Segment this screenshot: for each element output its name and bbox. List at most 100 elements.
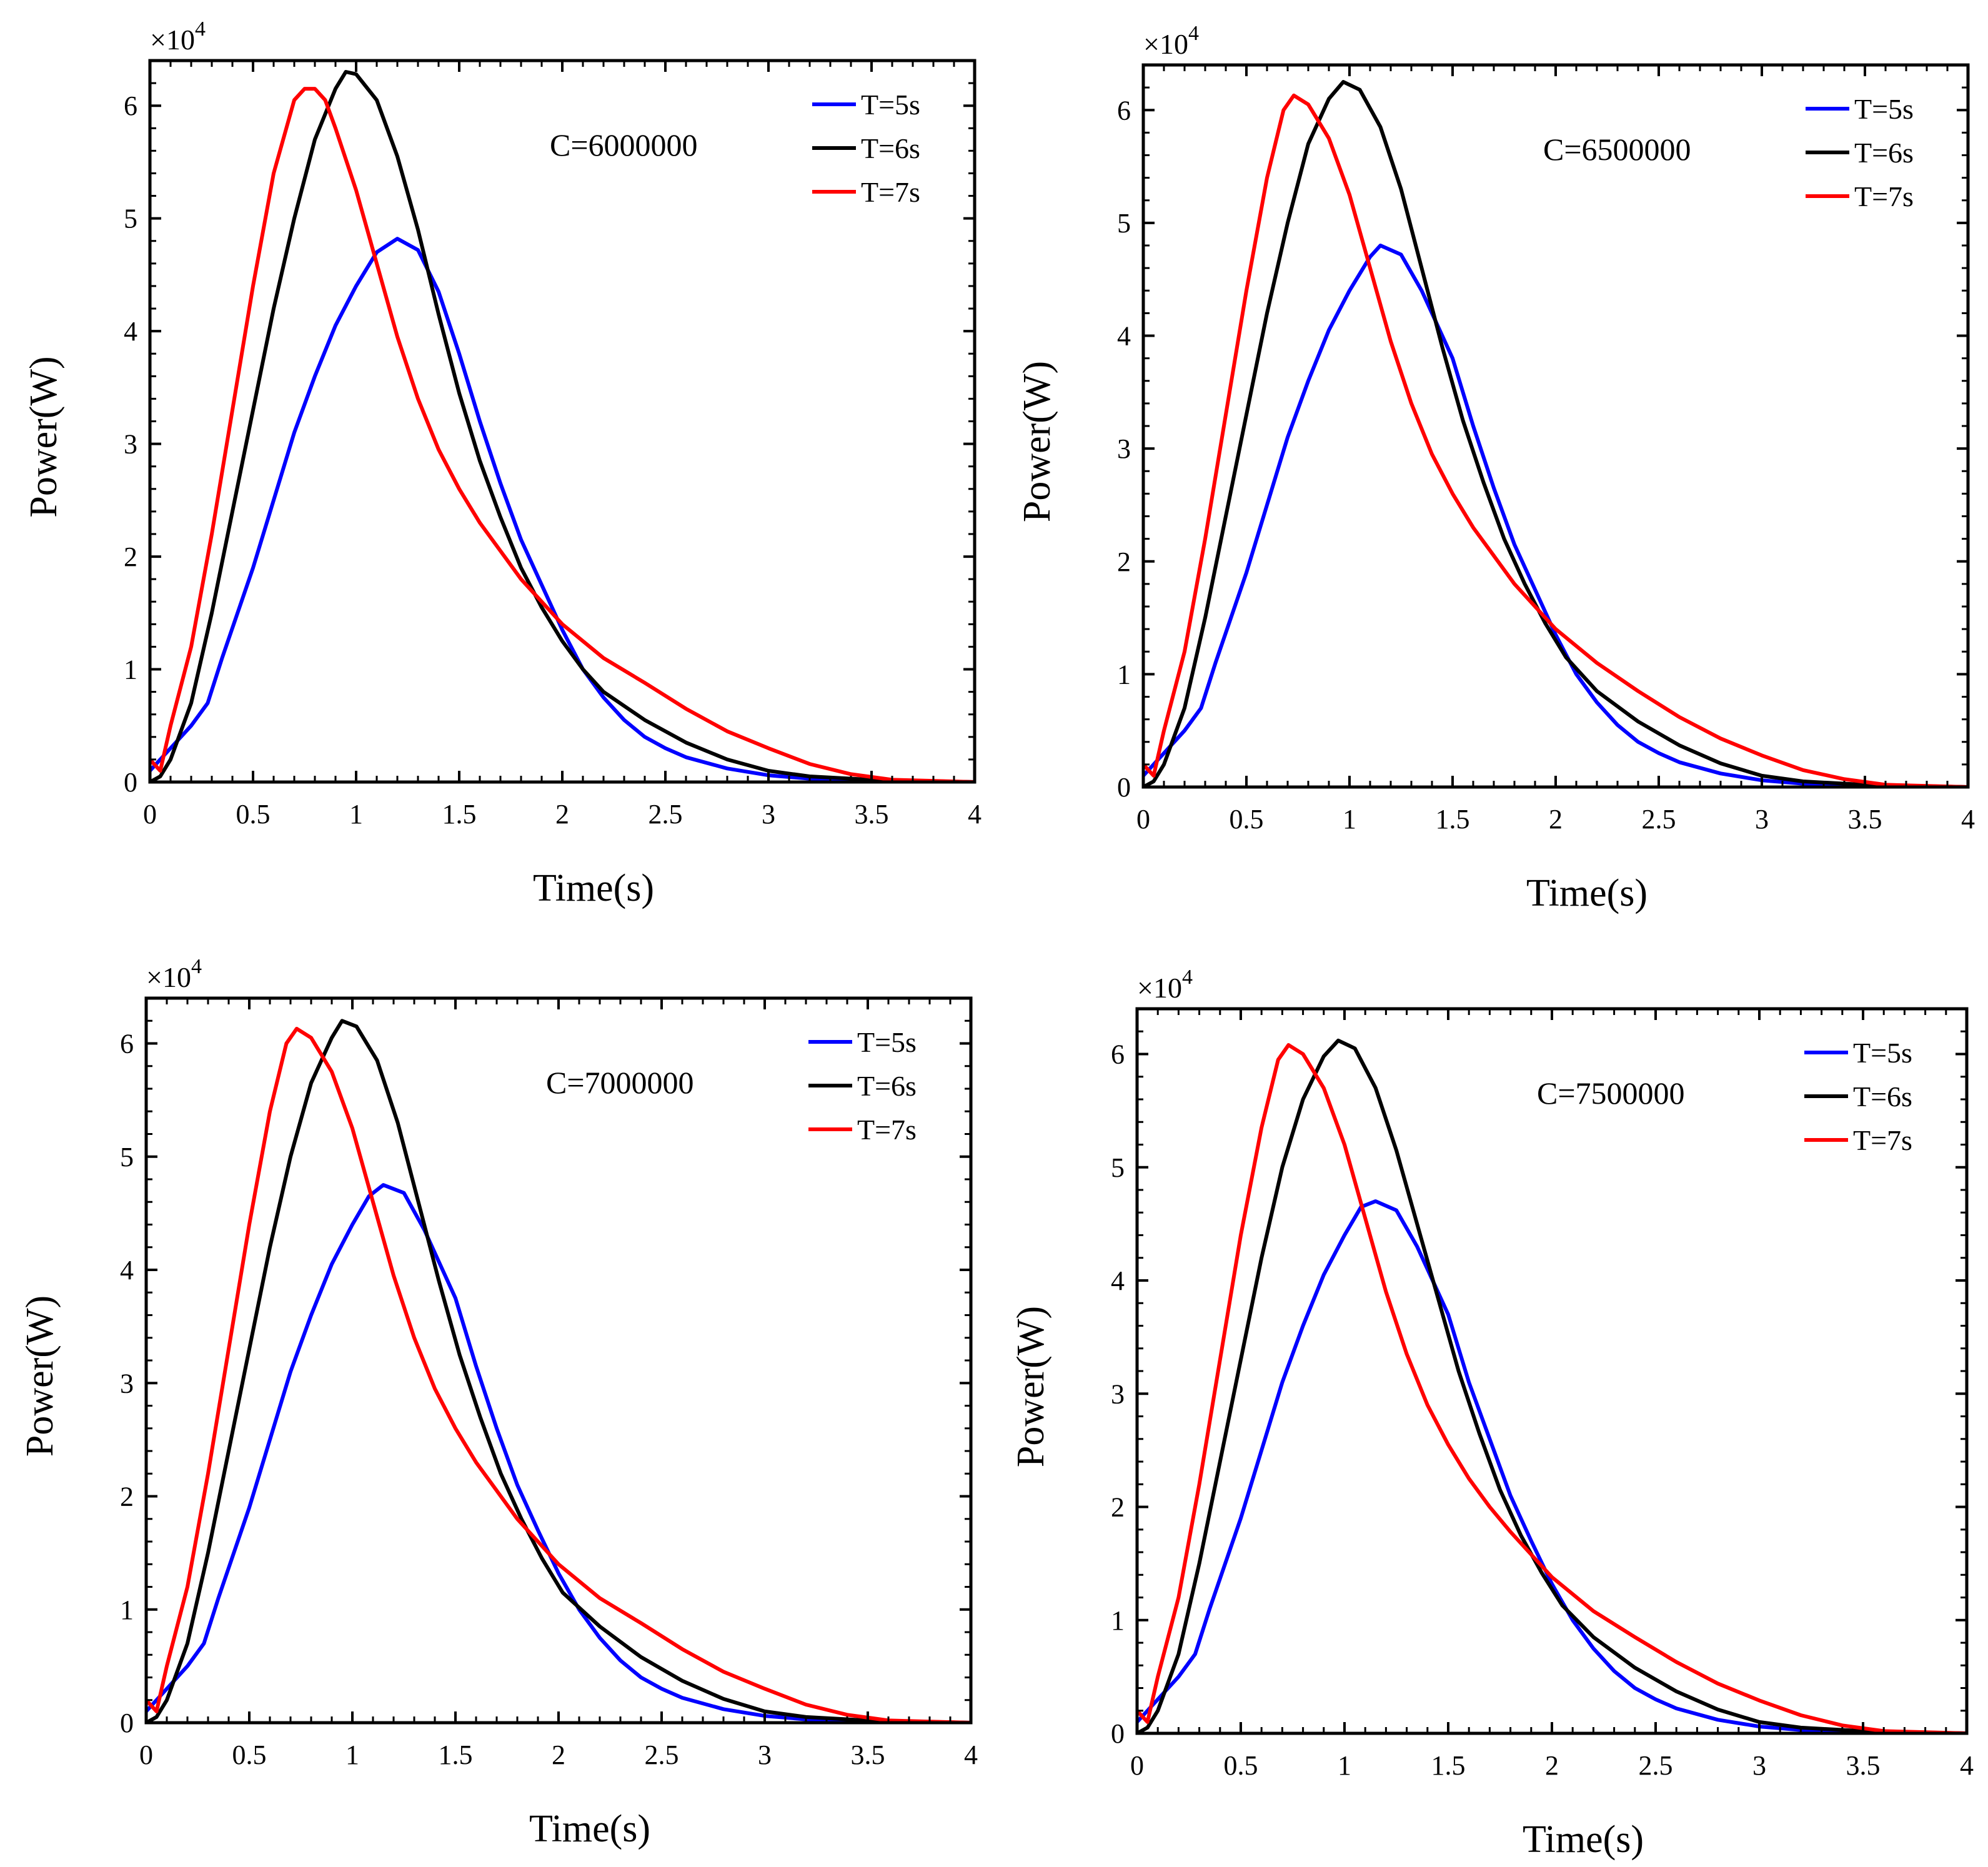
x-tick-label: 1 <box>345 1740 359 1770</box>
x-tick-label: 1.5 <box>1431 1750 1466 1781</box>
y-exponent-label: ×104 <box>150 17 206 56</box>
x-axis-label: Time(s) <box>529 1808 650 1850</box>
x-tick-label: 3 <box>1752 1750 1766 1781</box>
series-line-t5s <box>146 1183 971 1723</box>
y-tick-label: 0 <box>1117 772 1131 803</box>
legend-label: T=6s <box>1854 137 1914 169</box>
chart-panel-3: 0 0.5 1 1.5 2 2.5 3 3.5 40123456×104Time(s)Power… <box>19 955 978 1850</box>
series-line-t7s <box>146 1026 971 1723</box>
y-tick-label: 5 <box>1111 1152 1125 1183</box>
capacity-annotation: C=6000000 <box>550 127 698 162</box>
chart-panel-4: 0 0.5 1 1.5 2 2.5 3 3.5 40123456×104Time(s)Power… <box>1010 966 1974 1861</box>
y-exponent-label: ×104 <box>1143 22 1199 60</box>
y-exponent-power: 4 <box>191 955 202 978</box>
x-tick-label: 3 <box>758 1740 772 1770</box>
y-axis-label: Power(W) <box>1016 361 1058 522</box>
legend-label: T=7s <box>861 176 920 208</box>
x-tick-label: 3.5 <box>855 799 889 830</box>
y-tick-label: 1 <box>1111 1605 1125 1636</box>
axes-frame <box>1135 1007 1969 1735</box>
chart-panel-1: 0 0.5 1 1.5 2 2.5 3 3.5 40123456×104Time(s)Power… <box>22 17 982 909</box>
y-exponent-label: ×104 <box>1137 966 1193 1004</box>
series-line-t6s <box>146 1019 971 1723</box>
y-exponent-power: 4 <box>195 17 206 41</box>
y-axis-label: Power(W) <box>22 356 65 517</box>
x-tick-label: 2.5 <box>1642 804 1676 834</box>
series-line-t6s <box>1137 1038 1967 1733</box>
x-tick-label: 1 <box>1343 804 1356 834</box>
x-tick-label: 2 <box>555 799 569 830</box>
x-tick-label: 0 <box>143 799 157 830</box>
y-tick-label: 6 <box>1117 95 1131 126</box>
legend-label: T=5s <box>861 89 920 121</box>
series-line-t6s <box>150 70 975 782</box>
y-tick-label: 3 <box>120 1368 134 1399</box>
y-tick-label: 4 <box>120 1255 134 1285</box>
x-tick-label: 0 <box>1136 804 1150 834</box>
x-axis-label: Time(s) <box>1526 872 1648 914</box>
y-tick-label: 1 <box>1117 659 1131 690</box>
y-tick-label: 5 <box>1117 208 1131 239</box>
legend-label: T=6s <box>1853 1081 1912 1112</box>
capacity-annotation: C=6500000 <box>1543 132 1691 167</box>
y-tick-label: 3 <box>124 429 137 460</box>
x-tick-label: 1.5 <box>1436 804 1470 834</box>
y-tick-label: 2 <box>1117 547 1131 577</box>
x-tick-label: 1 <box>1338 1750 1351 1781</box>
series-line-t5s <box>150 237 975 782</box>
series-line-t7s <box>1143 93 1968 787</box>
y-tick-label: 6 <box>124 91 137 121</box>
x-tick-label: 4 <box>1960 1750 1974 1781</box>
legend-label: T=5s <box>1853 1037 1912 1069</box>
legend-label: T=7s <box>857 1114 917 1146</box>
x-tick-label: 0.5 <box>236 799 271 830</box>
legend-label: T=7s <box>1854 181 1914 212</box>
x-tick-label: 2.5 <box>645 1740 679 1770</box>
x-tick-label: 3 <box>762 799 775 830</box>
capacity-annotation: C=7000000 <box>546 1065 694 1100</box>
x-tick-label: 2 <box>1549 804 1563 834</box>
y-axis-label: Power(W) <box>1010 1306 1052 1467</box>
x-tick-label: 1.5 <box>442 799 477 830</box>
x-tick-label: 1 <box>349 799 363 830</box>
y-tick-label: 6 <box>1111 1039 1125 1070</box>
x-axis-label: Time(s) <box>1523 1818 1644 1861</box>
x-tick-label: 4 <box>1961 804 1975 834</box>
y-exponent-base: ×10 <box>1137 972 1182 1004</box>
y-tick-label: 0 <box>120 1708 134 1738</box>
y-tick-label: 0 <box>1111 1718 1125 1749</box>
y-exponent-base: ×10 <box>146 961 191 993</box>
x-tick-label: 3.5 <box>851 1740 885 1770</box>
legend-label: T=7s <box>1853 1124 1912 1156</box>
y-tick-label: 4 <box>124 316 137 347</box>
legend-label: T=5s <box>857 1026 917 1058</box>
y-tick-label: 6 <box>120 1029 134 1059</box>
x-tick-label: 1.5 <box>439 1740 473 1770</box>
series-line-t5s <box>1143 244 1968 787</box>
x-tick-label: 2 <box>552 1740 565 1770</box>
x-tick-label: 3 <box>1755 804 1769 834</box>
series-line-t5s <box>1137 1199 1967 1733</box>
x-tick-label: 3.5 <box>1846 1750 1881 1781</box>
y-tick-label: 3 <box>1117 433 1131 464</box>
series-line-t7s <box>150 87 975 782</box>
y-exponent-power: 4 <box>1182 966 1193 989</box>
y-exponent-label: ×104 <box>146 955 202 993</box>
chart-panel-2: 0 0.5 1 1.5 2 2.5 3 3.5 40123456×104Time(s)Power… <box>1016 22 1975 914</box>
y-tick-label: 0 <box>124 767 137 798</box>
y-tick-label: 1 <box>124 655 137 685</box>
legend-label: T=5s <box>1854 93 1914 125</box>
series-line-t6s <box>1143 80 1968 787</box>
legend-label: T=6s <box>857 1070 917 1102</box>
y-tick-label: 2 <box>120 1482 134 1512</box>
x-tick-label: 2.5 <box>1639 1750 1673 1781</box>
x-axis-label: Time(s) <box>533 867 654 909</box>
y-tick-label: 3 <box>1111 1379 1125 1409</box>
legend-label: T=6s <box>861 132 920 164</box>
y-tick-label: 5 <box>124 204 137 234</box>
x-tick-label: 0.5 <box>232 1740 267 1770</box>
y-tick-label: 4 <box>1111 1265 1125 1296</box>
y-exponent-power: 4 <box>1188 22 1199 45</box>
y-tick-label: 5 <box>120 1142 134 1172</box>
